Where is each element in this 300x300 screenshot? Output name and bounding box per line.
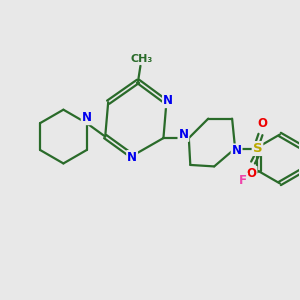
- Text: N: N: [232, 144, 242, 158]
- Text: N: N: [82, 111, 92, 124]
- Text: N: N: [127, 151, 137, 164]
- Text: N: N: [178, 128, 188, 141]
- Text: O: O: [257, 117, 267, 130]
- Text: N: N: [163, 94, 173, 107]
- Text: S: S: [253, 142, 262, 155]
- Text: F: F: [239, 174, 247, 187]
- Text: CH₃: CH₃: [130, 54, 153, 64]
- Text: O: O: [247, 167, 256, 180]
